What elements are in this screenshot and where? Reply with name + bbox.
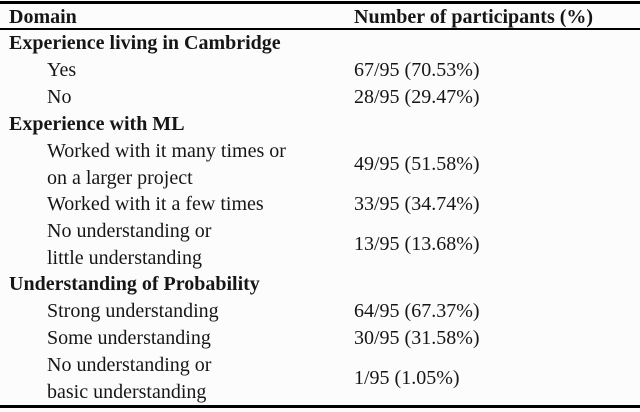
row-label: No understanding or little understanding xyxy=(47,220,212,269)
bottom-margin xyxy=(0,408,640,412)
table-row-ml-no-understanding: No understanding or little understanding… xyxy=(0,218,640,271)
table-top-rule xyxy=(0,1,640,4)
row-label: No xyxy=(47,86,72,109)
row-value: 49/95 (51.58%) xyxy=(354,153,480,176)
row-label: Understanding of Probability xyxy=(9,273,260,296)
table-row-section-probability: Understanding of Probability xyxy=(0,271,640,298)
row-label: Experience living in Cambridge xyxy=(9,32,281,55)
row-label: Experience with ML xyxy=(9,113,185,136)
header-divider-rule xyxy=(0,28,640,30)
row-label: No understanding or basic understanding xyxy=(47,354,212,403)
row-value: 13/95 (13.68%) xyxy=(354,233,480,256)
table-row-section-cambridge: Experience living in Cambridge xyxy=(0,30,640,57)
row-value: 28/95 (29.47%) xyxy=(354,86,480,109)
row-label: Yes xyxy=(47,59,77,82)
table-row-prob-strong: Strong understanding 64/95 (67.37%) xyxy=(0,298,640,325)
column-header-domain: Domain xyxy=(9,6,77,28)
column-header-participants: Number of participants (%) xyxy=(354,6,594,28)
table-row-prob-no-understanding: No understanding or basic understanding … xyxy=(0,352,640,405)
table-row-cambridge-yes: Yes 67/95 (70.53%) xyxy=(0,57,640,84)
row-label: Worked with it many times or on a larger… xyxy=(47,140,286,189)
table-row-prob-some: Some understanding 30/95 (31.58%) xyxy=(0,325,640,352)
table-header-row: Domain Number of participants (%) xyxy=(0,4,640,28)
row-value: 64/95 (67.37%) xyxy=(354,300,480,323)
table-bottom-rule xyxy=(0,405,640,408)
row-value: 67/95 (70.53%) xyxy=(354,59,480,82)
row-value: 1/95 (1.05%) xyxy=(354,367,460,390)
row-label: Strong understanding xyxy=(47,300,219,323)
table-row-ml-many-times: Worked with it many times or on a larger… xyxy=(0,138,640,191)
table-row-ml-few-times: Worked with it a few times 33/95 (34.74%… xyxy=(0,191,640,218)
row-label: Some understanding xyxy=(47,327,211,350)
table-row-section-ml: Experience with ML xyxy=(0,111,640,138)
row-value: 33/95 (34.74%) xyxy=(354,193,480,216)
row-label: Worked with it a few times xyxy=(47,193,264,216)
row-value: 30/95 (31.58%) xyxy=(354,327,480,350)
table-row-cambridge-no: No 28/95 (29.47%) xyxy=(0,84,640,111)
